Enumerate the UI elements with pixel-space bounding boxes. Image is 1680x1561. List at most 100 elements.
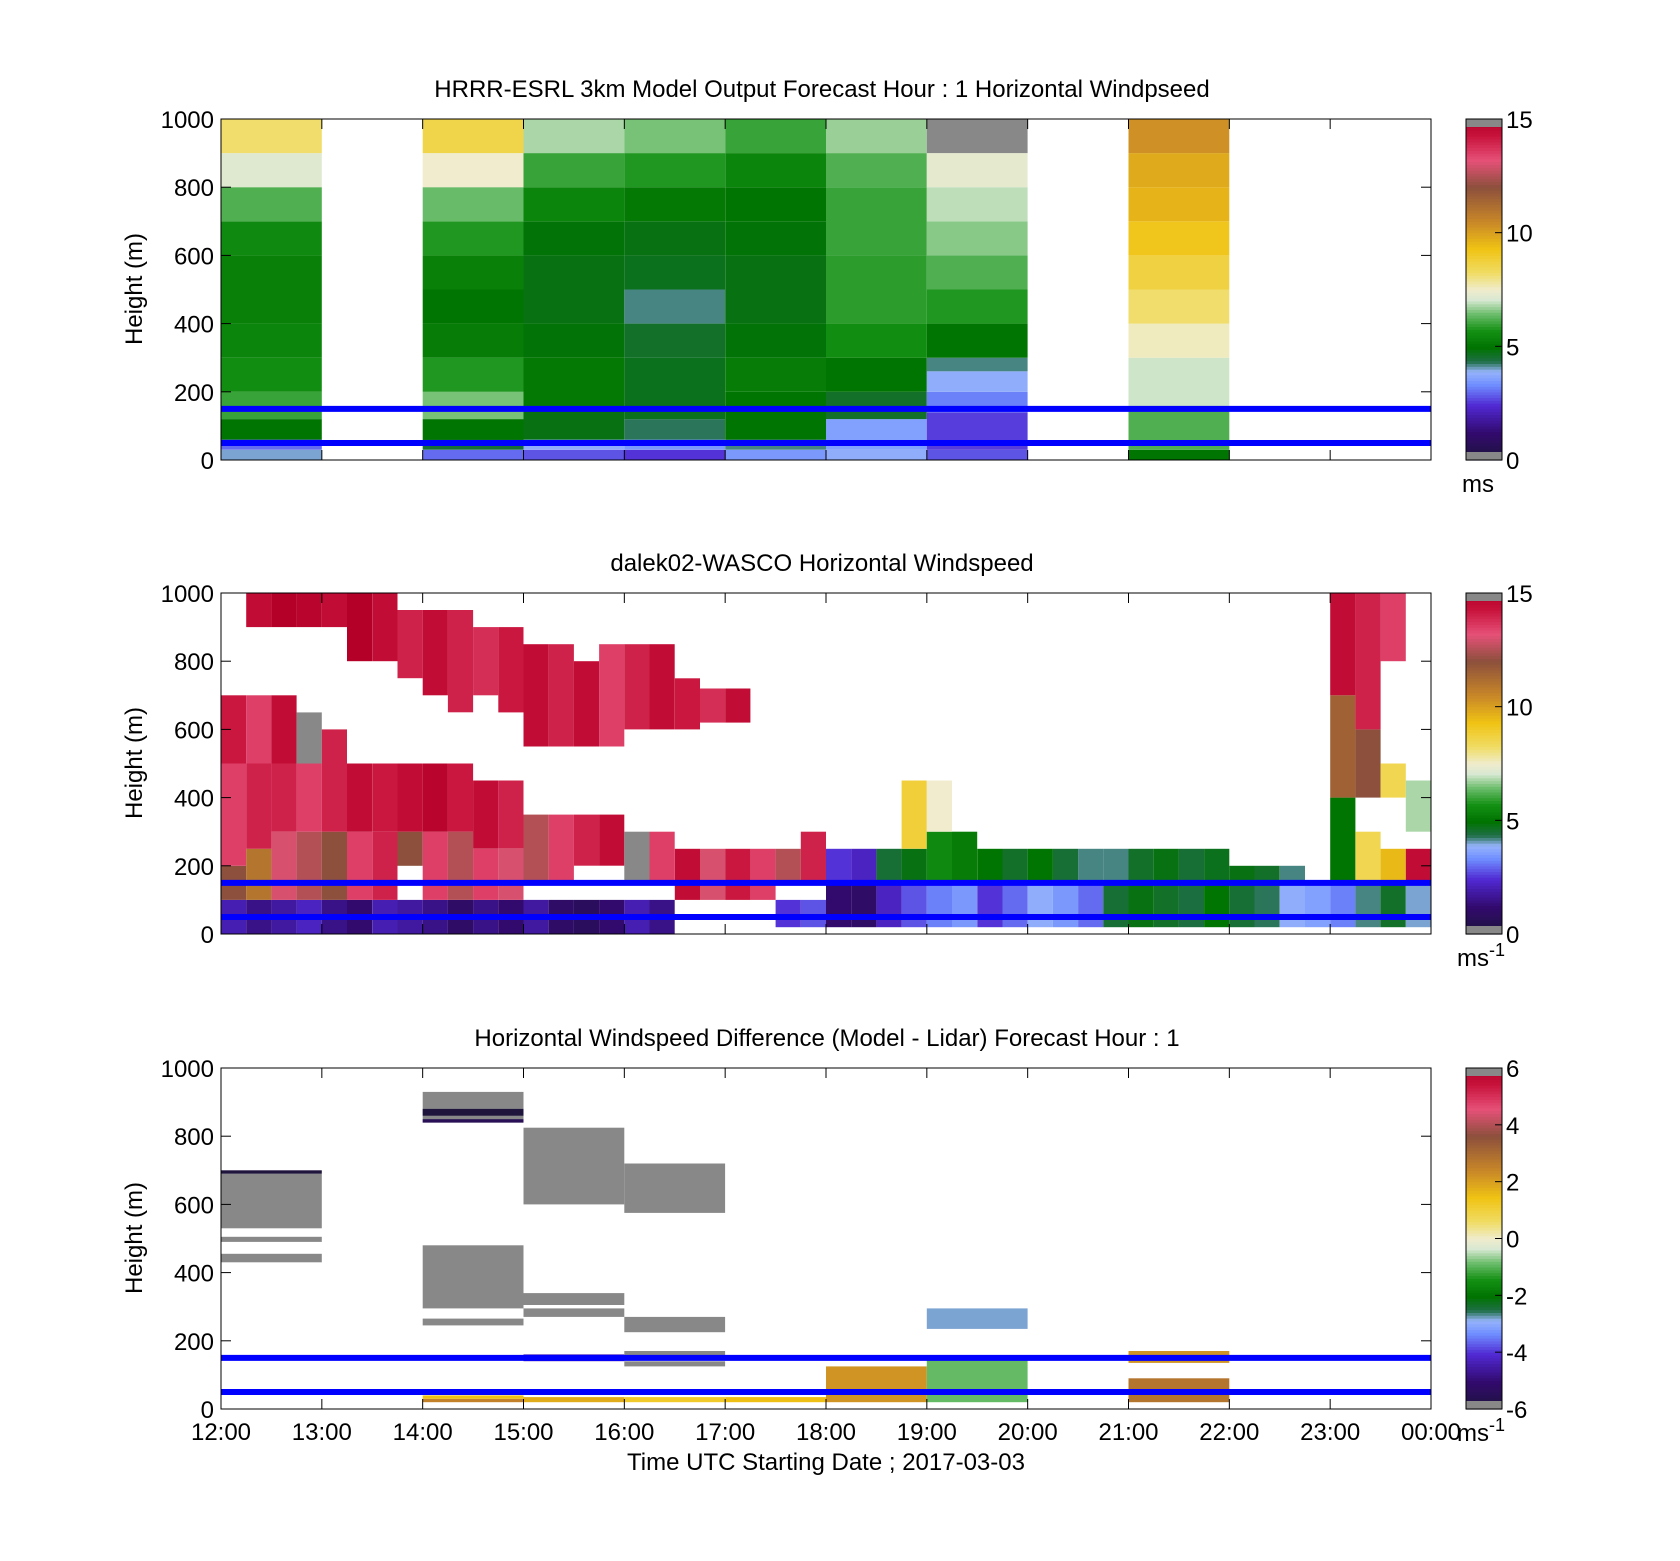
- colorbar-segment: [1466, 1360, 1502, 1365]
- colorbar-segment: [1466, 374, 1502, 379]
- colorbar-tick-label: 10: [1506, 221, 1533, 248]
- colorbar-segment: [1466, 229, 1502, 234]
- colorbar-segment: [1466, 343, 1502, 347]
- colorbar-segment: [1466, 1238, 1502, 1242]
- heatmap-cell: [246, 848, 272, 900]
- colorbar-segment: [1466, 298, 1502, 302]
- colorbar-segment: [1466, 164, 1502, 168]
- heatmap-cell: [271, 593, 297, 628]
- panel-lidar-y-axis-label: Height (m): [121, 707, 148, 819]
- colorbar-segment: [1466, 1085, 1502, 1089]
- colorbar-segment: [1466, 817, 1502, 821]
- colorbar-segment: [1466, 922, 1502, 927]
- colorbar-segment: [1466, 737, 1502, 742]
- heatmap-cell: [422, 610, 448, 696]
- colorbar-segment: [1466, 681, 1502, 685]
- colorbar-segment: [1466, 133, 1502, 137]
- heatmap-cell: [952, 831, 978, 883]
- heatmap-cell: [826, 255, 927, 324]
- heatmap-cell: [926, 1359, 1028, 1403]
- heatmap-cell: [523, 323, 625, 358]
- heatmap-cell: [800, 899, 826, 928]
- heatmap-cell: [1103, 882, 1129, 928]
- colorbar-segment: [1466, 394, 1502, 399]
- heatmap-cell: [422, 1091, 524, 1123]
- colorbar-segment: [1466, 1312, 1502, 1316]
- colorbar-segment: [1466, 735, 1502, 739]
- colorbar-segment: [1466, 1158, 1502, 1163]
- colorbar-segment: [1466, 604, 1502, 608]
- heatmap-cell: [901, 882, 927, 928]
- x-tick-label: 14:00: [393, 1419, 453, 1446]
- colorbar-segment: [1466, 408, 1502, 413]
- heatmap-cell: [1052, 848, 1079, 883]
- heatmap-cell: [851, 848, 877, 883]
- heatmap-cell: [523, 449, 625, 460]
- heatmap-cell: [624, 1351, 726, 1358]
- colorbar-segment: [1466, 1383, 1502, 1387]
- colorbar-segment: [1466, 1306, 1502, 1311]
- colorbar-segment: [1466, 1335, 1502, 1339]
- x-tick-label: 23:00: [1300, 1419, 1360, 1446]
- heatmap-cell: [1128, 289, 1230, 324]
- colorbar-segment: [1466, 278, 1502, 282]
- colorbar-segment: [1466, 366, 1502, 370]
- heatmap-cell: [1103, 848, 1129, 883]
- colorbar-tick-label: 5: [1506, 808, 1519, 835]
- colorbar-segment: [1466, 181, 1502, 185]
- heatmap-cell: [271, 695, 297, 764]
- colorbar-segment: [1466, 1352, 1502, 1356]
- colorbar-segment: [1466, 1320, 1502, 1325]
- colorbar-segment: [1466, 862, 1502, 867]
- colorbar-segment: [1466, 442, 1502, 447]
- x-tick-label: 17:00: [695, 1419, 755, 1446]
- colorbar-segment: [1466, 1227, 1502, 1231]
- colorbar-segment: [1466, 1215, 1502, 1220]
- heatmap-cell: [599, 814, 625, 866]
- heatmap-cell: [624, 153, 726, 188]
- heatmap-cell: [725, 688, 751, 723]
- colorbar-segment: [1466, 1380, 1502, 1385]
- heatmap-cell: [523, 221, 625, 256]
- heatmap-cell: [296, 831, 322, 900]
- panel-lidar-y-ticks: 0 200 400 600 800 1000: [161, 581, 1431, 949]
- heatmap-cell: [725, 391, 826, 440]
- colorbar-segment: [1466, 1318, 1502, 1322]
- colorbar-segment: [1466, 1175, 1502, 1180]
- panel-lidar: dalek02-WASCO Horizontal Windspeed 0 200 4…: [121, 550, 1533, 972]
- heatmap-cell: [926, 1308, 1028, 1329]
- colorbar-segment: [1466, 1218, 1502, 1223]
- colorbar-segment: [1466, 184, 1502, 188]
- colorbar-segment: [1466, 309, 1502, 313]
- colorbar-segment: [1466, 1187, 1502, 1191]
- colorbar-segment: [1466, 303, 1502, 308]
- colorbar-segment: [1466, 423, 1502, 427]
- colorbar-tick-label: -6: [1506, 1397, 1527, 1424]
- colorbar-segment: [1466, 1266, 1502, 1271]
- colorbar-segment: [1466, 425, 1502, 430]
- heatmap-cell: [674, 848, 700, 900]
- x-tick-label: 12:00: [191, 1419, 251, 1446]
- x-tick-label: 20:00: [998, 1419, 1058, 1446]
- panel-difference-x-ticks: 12:00 13:00 14:00 15:00 16:00 17:00 18:00 19:00…: [191, 1068, 1461, 1446]
- colorbar-segment: [1466, 837, 1502, 841]
- colorbar-segment: [1466, 352, 1502, 356]
- colorbar-segment: [1466, 783, 1502, 787]
- colorbar-segment: [1466, 1170, 1502, 1174]
- heatmap-cell: [397, 763, 423, 832]
- colorbar-segment: [1466, 874, 1502, 878]
- x-tick-label: 22:00: [1199, 1419, 1259, 1446]
- heatmap-cell: [221, 1236, 322, 1242]
- colorbar-segment: [1466, 406, 1502, 410]
- heatmap-cell: [498, 848, 524, 900]
- heatmap-cell: [523, 814, 549, 883]
- y-tick-label: 0: [201, 448, 214, 475]
- heatmap-cell: [1128, 357, 1230, 409]
- colorbar-segment: [1466, 769, 1502, 773]
- heatmap-cell: [523, 153, 625, 188]
- colorbar-tick-label: 4: [1506, 1113, 1519, 1140]
- colorbar-segment: [1466, 215, 1502, 220]
- colorbar-segment: [1466, 1167, 1502, 1171]
- colorbar-segment: [1466, 1323, 1502, 1328]
- colorbar-segment: [1466, 763, 1502, 767]
